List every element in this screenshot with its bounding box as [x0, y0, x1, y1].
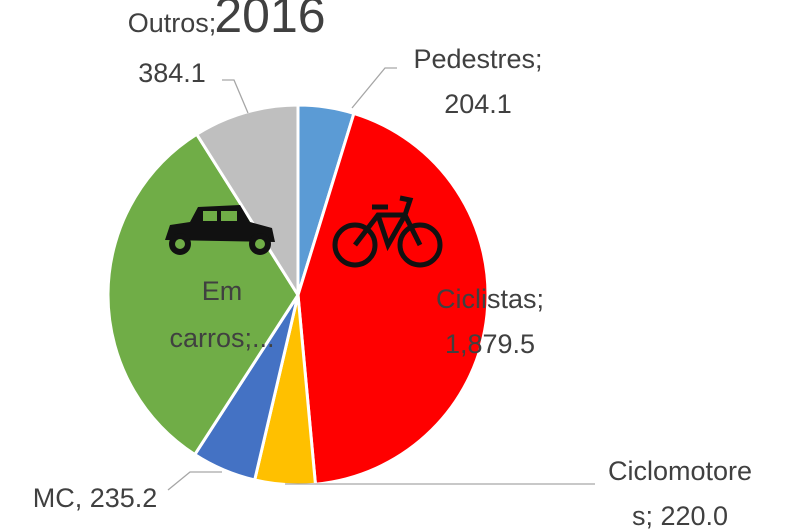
data-label: Em [202, 276, 243, 306]
pie [106, 103, 490, 487]
data-label: 204.1 [444, 89, 512, 119]
pie-slice [296, 111, 490, 486]
chart-title: 2016 [214, 0, 325, 43]
leader-line [222, 79, 249, 114]
data-label: Ciclomotore [608, 456, 752, 486]
bicycle-icon [332, 195, 443, 268]
data-label: Outros; [128, 8, 217, 38]
data-label: 384.1 [138, 58, 206, 88]
data-label: s; 220.0 [632, 501, 728, 529]
car-icon [165, 205, 275, 255]
data-label: MC, 235.2 [33, 483, 158, 513]
data-label: Ciclistas; [436, 284, 544, 314]
pie-slice [194, 103, 300, 301]
data-label: carros;... [169, 323, 274, 353]
leader-line [351, 67, 397, 109]
data-label: Pedestres; [413, 44, 542, 74]
pie-slice [106, 132, 300, 457]
data-label: 1,879.5 [445, 329, 535, 359]
leader-line [167, 471, 222, 491]
